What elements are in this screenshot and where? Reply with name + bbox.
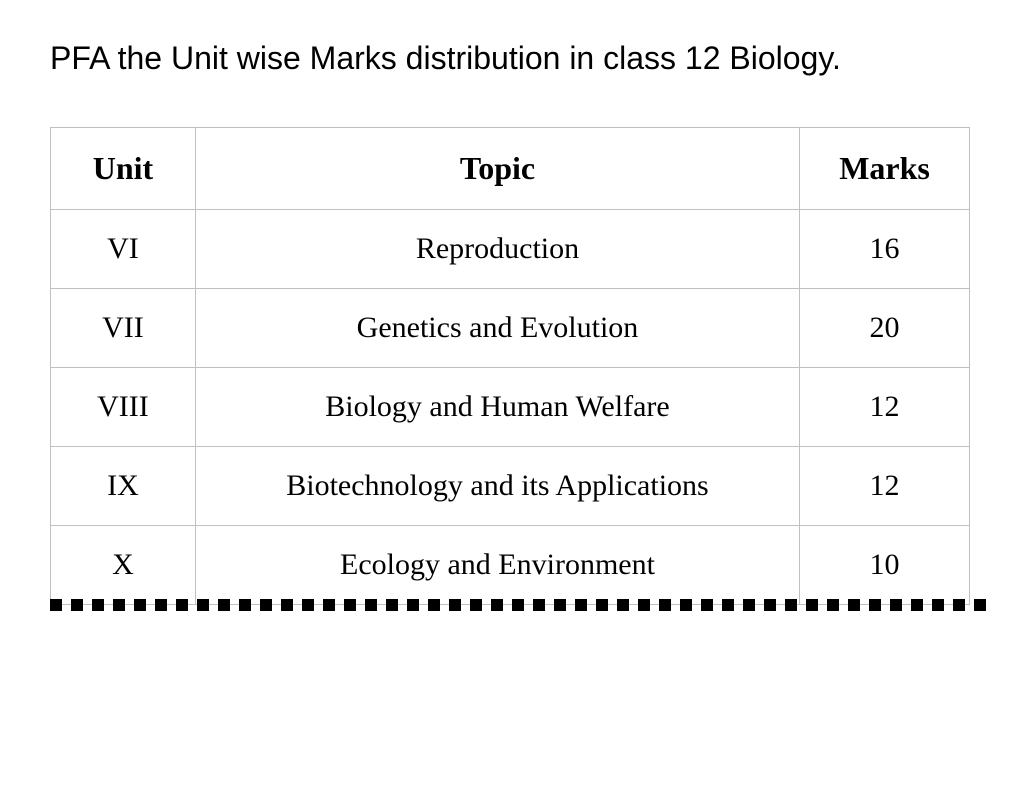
decoration-dot: [365, 599, 377, 611]
decoration-dot: [533, 599, 545, 611]
table-header-row: Unit Topic Marks: [51, 128, 970, 210]
cell-topic: Reproduction: [195, 210, 799, 289]
header-topic: Topic: [195, 128, 799, 210]
decoration-dot: [596, 599, 608, 611]
cell-marks: 20: [800, 289, 970, 368]
marks-table: Unit Topic Marks VI Reproduction 16 VII …: [50, 127, 970, 605]
decoration-dot: [155, 599, 167, 611]
decoration-dot: [428, 599, 440, 611]
decoration-dot: [491, 599, 503, 611]
decoration-dot: [953, 599, 965, 611]
cell-marks: 16: [800, 210, 970, 289]
decoration-dot: [617, 599, 629, 611]
cell-marks: 12: [800, 368, 970, 447]
decoration-dot: [134, 599, 146, 611]
cell-marks: 10: [800, 526, 970, 605]
decoration-dot: [869, 599, 881, 611]
decoration-dot: [659, 599, 671, 611]
marks-table-container: Unit Topic Marks VI Reproduction 16 VII …: [50, 127, 974, 605]
decoration-dot: [827, 599, 839, 611]
decoration-dot: [911, 599, 923, 611]
decoration-dot: [239, 599, 251, 611]
cell-unit: VI: [51, 210, 196, 289]
decoration-dot: [974, 599, 986, 611]
decoration-dot: [344, 599, 356, 611]
page-title: PFA the Unit wise Marks distribution in …: [50, 40, 974, 77]
cell-marks: 12: [800, 447, 970, 526]
decoration-dot: [890, 599, 902, 611]
decoration-dot: [470, 599, 482, 611]
decoration-dot: [260, 599, 272, 611]
decoration-dot: [785, 599, 797, 611]
table-row: IX Biotechnology and its Applications 12: [51, 447, 970, 526]
dotted-border-decoration: [50, 599, 980, 611]
cell-topic: Biotechnology and its Applications: [195, 447, 799, 526]
cell-topic: Ecology and Environment: [195, 526, 799, 605]
decoration-dot: [449, 599, 461, 611]
decoration-dot: [113, 599, 125, 611]
decoration-dot: [638, 599, 650, 611]
decoration-dot: [92, 599, 104, 611]
decoration-dot: [806, 599, 818, 611]
decoration-dot: [50, 599, 62, 611]
cell-topic: Genetics and Evolution: [195, 289, 799, 368]
table-row: VII Genetics and Evolution 20: [51, 289, 970, 368]
decoration-dot: [386, 599, 398, 611]
header-marks: Marks: [800, 128, 970, 210]
decoration-dot: [722, 599, 734, 611]
header-unit: Unit: [51, 128, 196, 210]
decoration-dot: [764, 599, 776, 611]
cell-topic: Biology and Human Welfare: [195, 368, 799, 447]
decoration-dot: [932, 599, 944, 611]
decoration-dot: [407, 599, 419, 611]
decoration-dot: [701, 599, 713, 611]
decoration-dot: [218, 599, 230, 611]
table-row: VI Reproduction 16: [51, 210, 970, 289]
table-row: VIII Biology and Human Welfare 12: [51, 368, 970, 447]
decoration-dot: [512, 599, 524, 611]
cell-unit: IX: [51, 447, 196, 526]
decoration-dot: [848, 599, 860, 611]
decoration-dot: [554, 599, 566, 611]
cell-unit: VIII: [51, 368, 196, 447]
decoration-dot: [197, 599, 209, 611]
decoration-dot: [743, 599, 755, 611]
cell-unit: X: [51, 526, 196, 605]
decoration-dot: [575, 599, 587, 611]
decoration-dot: [176, 599, 188, 611]
decoration-dot: [281, 599, 293, 611]
cell-unit: VII: [51, 289, 196, 368]
decoration-dot: [323, 599, 335, 611]
decoration-dot: [680, 599, 692, 611]
table-row: X Ecology and Environment 10: [51, 526, 970, 605]
decoration-dot: [71, 599, 83, 611]
decoration-dot: [302, 599, 314, 611]
